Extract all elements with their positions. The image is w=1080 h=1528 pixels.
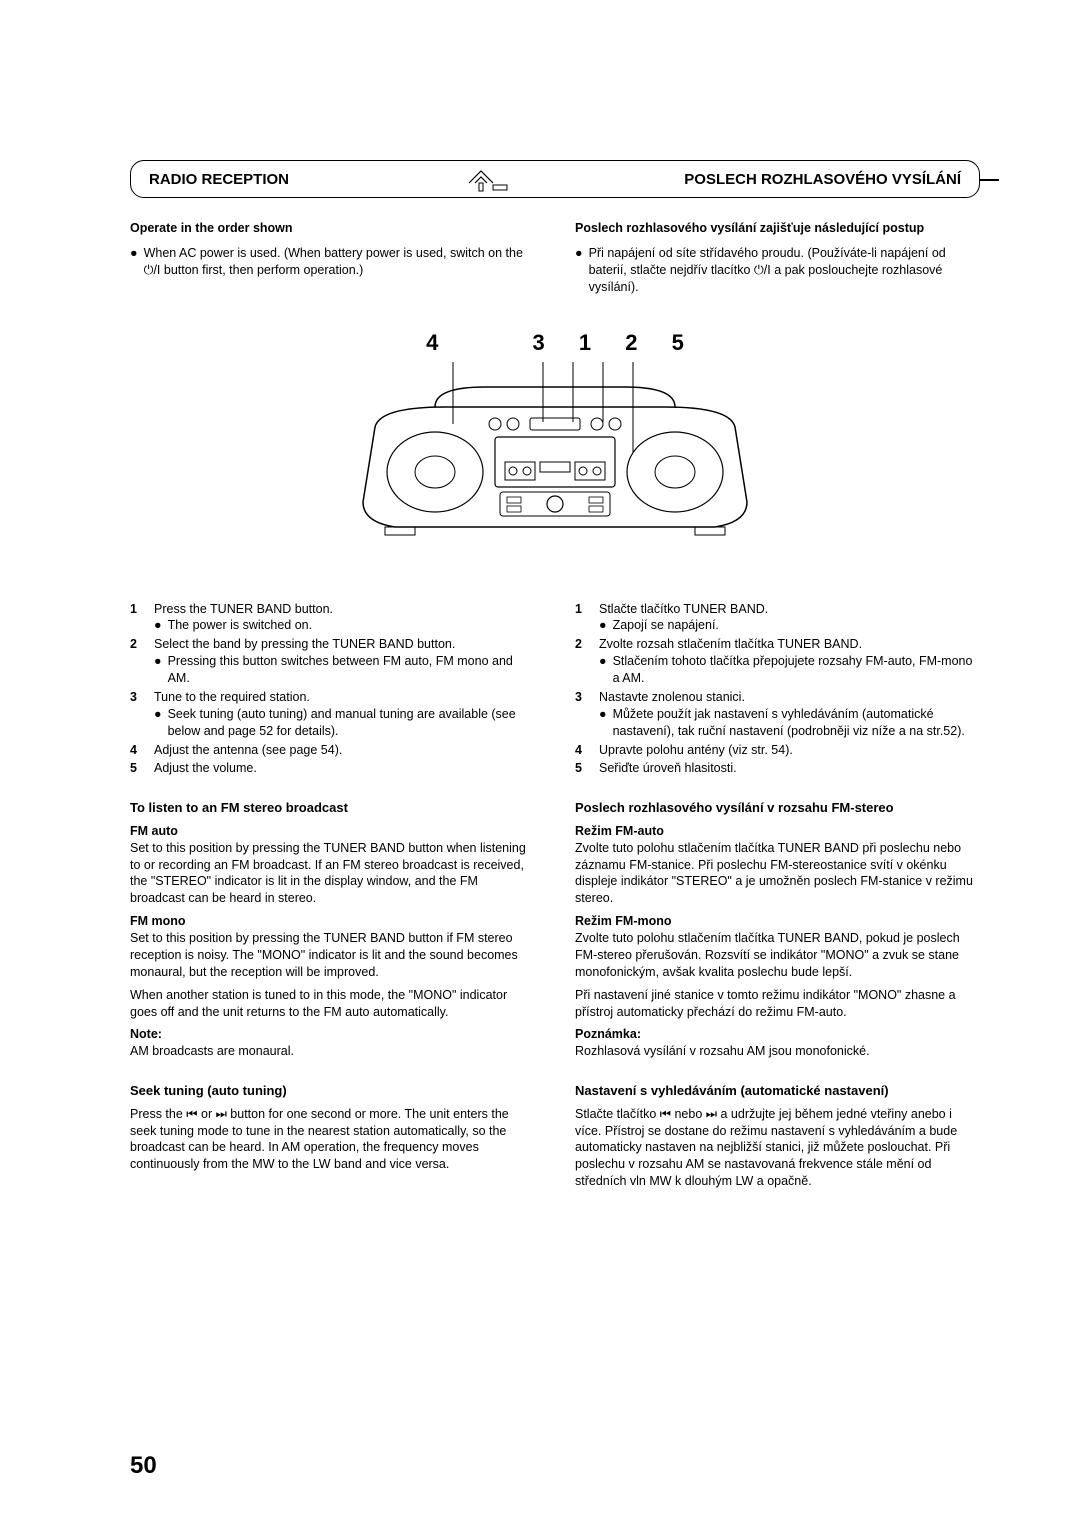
header-left-title: RADIO RECEPTION [149,171,289,188]
power-note-right-text: Při napájení od síte střídavého proudu. … [589,245,980,296]
fm-auto-label-right: Režim FM-auto [575,823,980,840]
step-item: 2Zvolte rozsah stlačením tlačítka TUNER … [575,636,980,687]
operate-heading-right: Poslech rozhlasového vysílání zajišťuje … [575,220,980,237]
fm-mono-text-left: Set to this position by pressing the TUN… [130,930,535,981]
steps-left: 1Press the TUNER BAND button.●The power … [130,601,535,1197]
seek-text-left: Press the ⏮ or ⏭ button for one second o… [130,1106,535,1174]
fm-auto-text-left: Set to this position by pressing the TUN… [130,840,535,908]
intro-right: Poslech rozhlasového vysílání zajišťuje … [575,220,980,302]
diagram-block: 4 3 1 2 5 [130,330,980,577]
steps-list-left: 1Press the TUNER BAND button.●The power … [130,601,535,778]
step-item: 2Select the band by pressing the TUNER B… [130,636,535,687]
fm-auto-label-left: FM auto [130,823,535,840]
fm-auto-text-right: Zvolte tuto polohu stlačením tlačítka TU… [575,840,980,908]
step-item: 1Press the TUNER BAND button.●The power … [130,601,535,635]
fm-mono-text-right: Zvolte tuto polohu stlačením tlačítka TU… [575,930,980,981]
operate-heading-left: Operate in the order shown [130,220,535,237]
note-label-right: Poznámka: [575,1026,980,1043]
boombox-diagram [335,362,775,572]
step-item: 3Tune to the required station.●Seek tuni… [130,689,535,740]
steps-right: 1Stlačte tlačítko TUNER BAND.●Zapojí se … [575,601,980,1197]
steps-row: 1Press the TUNER BAND button.●The power … [130,601,980,1197]
power-note-left: ● When AC power is used. (When battery p… [130,245,535,279]
step-item: 4Adjust the antenna (see page 54). [130,742,535,759]
fm-mono-label-left: FM mono [130,913,535,930]
note-text-right: Rozhlasová vysílání v rozsahu AM jsou mo… [575,1043,980,1060]
step-item: 1Stlačte tlačítko TUNER BAND.●Zapojí se … [575,601,980,635]
callout-1: 1 [579,330,591,356]
fm-heading-left: To listen to an FM stereo broadcast [130,799,535,817]
power-note-right: ● Při napájení od síte střídavého proudu… [575,245,980,296]
bullet-dot: ● [575,245,583,296]
power-note-left-text: When AC power is used. (When battery pow… [144,245,535,279]
callout-5: 5 [672,330,684,356]
intro-left: Operate in the order shown ● When AC pow… [130,220,535,302]
note-text-left: AM broadcasts are monaural. [130,1043,535,1060]
callout-2: 2 [625,330,637,356]
step-item: 4Upravte polohu antény (viz str. 54). [575,742,980,759]
diagram-numbers: 4 3 1 2 5 [130,330,980,356]
note-label-left: Note: [130,1026,535,1043]
header-right-title: POSLECH ROZHLASOVÉHO VYSÍLÁNÍ [684,171,961,188]
bullet-dot: ● [130,245,138,279]
seek-heading-right: Nastavení s vyhledáváním (automatické na… [575,1082,980,1100]
section-header: RADIO RECEPTION POSLECH ROZHLASOVÉHO VYS… [130,160,980,198]
step-item: 5Adjust the volume. [130,760,535,777]
seek-heading-left: Seek tuning (auto tuning) [130,1082,535,1100]
antenna-icon [463,165,511,193]
intro-row: Operate in the order shown ● When AC pow… [130,220,980,302]
callout-3: 3 [533,330,545,356]
page-number: 50 [130,1452,157,1480]
step-item: 5Seřiďte úroveň hlasitosti. [575,760,980,777]
step-item: 3Nastavte znolenou stanici.●Můžete použí… [575,689,980,740]
fm-mono-text2-left: When another station is tuned to in this… [130,987,535,1021]
steps-list-right: 1Stlačte tlačítko TUNER BAND.●Zapojí se … [575,601,980,778]
fm-mono-text2-right: Při nastavení jiné stanice v tomto režim… [575,987,980,1021]
fm-heading-right: Poslech rozhlasového vysílání v rozsahu … [575,799,980,817]
seek-text-right: Stlačte tlačítko ⏮ nebo ⏭ a udržujte jej… [575,1106,980,1190]
fm-mono-label-right: Režim FM-mono [575,913,980,930]
callout-4: 4 [426,330,438,356]
